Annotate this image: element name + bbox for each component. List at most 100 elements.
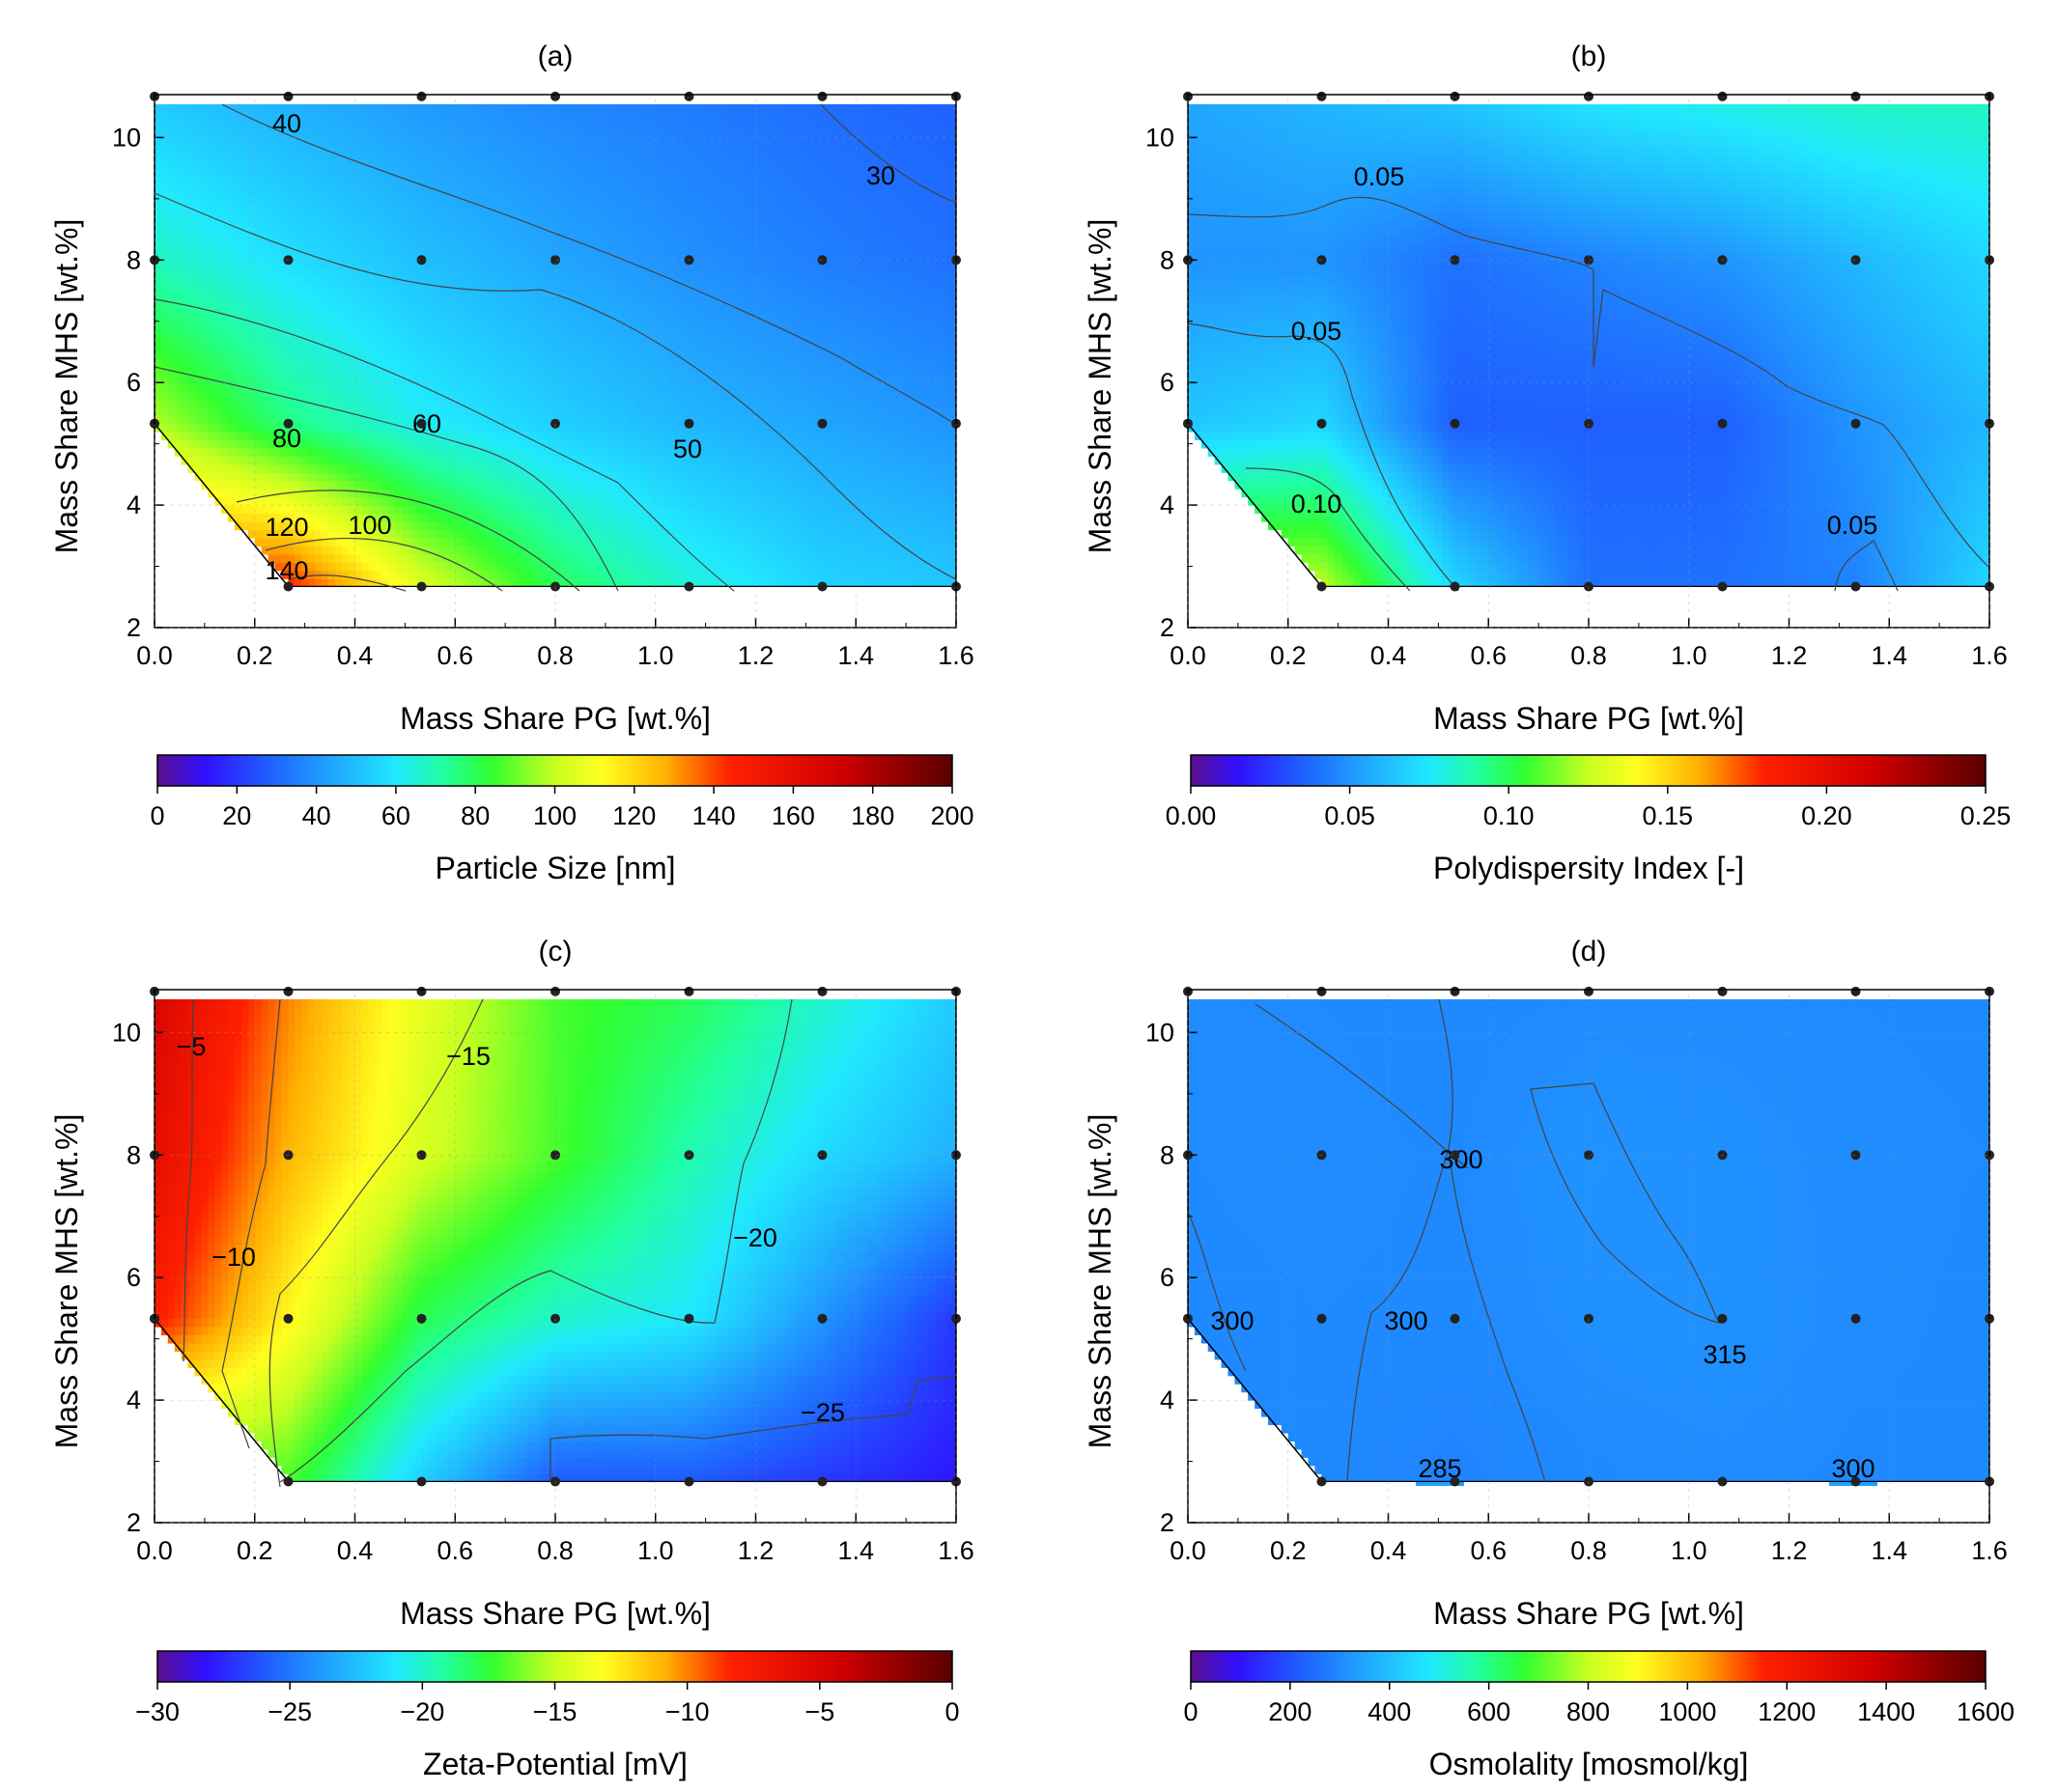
heatmap-cell — [656, 406, 663, 415]
heatmap-cell — [268, 399, 276, 407]
heatmap-cell — [615, 423, 623, 432]
heatmap-cell — [395, 284, 403, 293]
heatmap-cell — [375, 276, 382, 285]
heatmap-cell — [268, 268, 276, 277]
heatmap-cell — [322, 276, 329, 285]
heatmap-cell — [235, 342, 242, 350]
heatmap-cell — [562, 399, 570, 407]
heatmap-cell — [335, 423, 343, 432]
heatmap-cell — [402, 464, 409, 473]
heatmap-cell — [322, 293, 329, 301]
heatmap-cell — [656, 481, 663, 490]
heatmap-cell — [221, 260, 229, 268]
heatmap-cell — [168, 293, 176, 301]
heatmap-cell — [562, 423, 570, 432]
heatmap-cell — [175, 293, 183, 301]
heatmap-cell — [195, 333, 203, 342]
heatmap-cell — [322, 489, 329, 497]
heatmap-cell — [622, 236, 630, 244]
heatmap-cell — [615, 513, 623, 521]
heatmap-cell — [355, 97, 363, 105]
heatmap-cell — [221, 317, 229, 325]
heatmap-cell — [155, 268, 162, 277]
heatmap-cell — [589, 399, 597, 407]
heatmap-cell — [602, 325, 609, 334]
heatmap-cell — [542, 179, 550, 187]
heatmap-cell — [275, 284, 283, 293]
heatmap-cell — [542, 472, 550, 481]
heatmap-cell — [429, 358, 437, 367]
heatmap-cell — [301, 358, 309, 367]
heatmap-cell — [516, 423, 523, 432]
heatmap-cell — [702, 529, 710, 538]
heatmap-cell — [615, 366, 623, 375]
heatmap-cell — [436, 243, 443, 252]
heatmap-cell — [516, 317, 523, 325]
heatmap-cell — [635, 481, 643, 490]
heatmap-cell — [689, 382, 696, 391]
heatmap-cell — [409, 513, 416, 521]
heatmap-cell — [368, 179, 376, 187]
heatmap-cell — [569, 162, 577, 171]
heatmap-cell — [188, 284, 196, 293]
heatmap-cell — [275, 496, 283, 505]
heatmap-cell — [275, 137, 283, 146]
heatmap-cell — [161, 243, 169, 252]
heatmap-cell — [355, 146, 363, 154]
heatmap-cell — [489, 97, 496, 105]
heatmap-cell — [642, 129, 650, 138]
heatmap-cell — [622, 210, 630, 219]
heatmap-cell — [535, 489, 543, 497]
heatmap-cell — [182, 406, 189, 415]
heatmap-cell — [663, 170, 670, 179]
heatmap-cell — [388, 415, 396, 424]
heatmap-cell — [489, 546, 496, 554]
heatmap-cell — [535, 210, 543, 219]
heatmap-cell — [281, 210, 289, 219]
heatmap-cell — [489, 489, 496, 497]
heatmap-cell — [555, 406, 563, 415]
heatmap-cell — [608, 268, 616, 277]
heatmap-cell — [516, 186, 523, 195]
heatmap-cell — [402, 203, 409, 211]
heatmap-cell — [422, 219, 430, 228]
heatmap-cell — [502, 350, 510, 358]
heatmap-cell — [308, 179, 316, 187]
heatmap-cell — [429, 137, 437, 146]
heatmap-cell — [268, 350, 276, 358]
heatmap-cell — [535, 538, 543, 546]
heatmap-cell — [328, 268, 336, 277]
heatmap-cell — [228, 399, 236, 407]
heatmap-cell — [228, 505, 236, 514]
heatmap-cell — [361, 546, 369, 554]
heatmap-cell — [509, 186, 517, 195]
heatmap-cell — [542, 162, 550, 171]
heatmap-cell — [589, 489, 597, 497]
heatmap-cell — [702, 104, 710, 113]
heatmap-cell — [615, 375, 623, 383]
heatmap-cell — [562, 260, 570, 268]
heatmap-cell — [422, 562, 430, 571]
heatmap-cell — [355, 170, 363, 179]
heatmap-cell — [402, 546, 409, 554]
heatmap-cell — [535, 513, 543, 521]
heatmap-cell — [589, 252, 597, 261]
heatmap-cell — [315, 521, 323, 530]
heatmap-cell — [355, 186, 363, 195]
heatmap-cell — [555, 203, 563, 211]
heatmap-cell — [322, 284, 329, 293]
heatmap-cell — [301, 342, 309, 350]
heatmap-cell — [409, 146, 416, 154]
heatmap-cell — [201, 390, 209, 399]
heatmap-cell — [729, 366, 737, 375]
heatmap-cell — [295, 317, 302, 325]
heatmap-cell — [569, 97, 577, 105]
heatmap-cell — [441, 456, 449, 464]
heatmap-cell — [275, 170, 283, 179]
heatmap-cell — [535, 456, 543, 464]
heatmap-cell — [429, 219, 437, 228]
heatmap-cell — [602, 390, 609, 399]
heatmap-cell — [656, 104, 663, 113]
heatmap-cell — [682, 529, 690, 538]
heatmap-cell — [502, 113, 510, 122]
